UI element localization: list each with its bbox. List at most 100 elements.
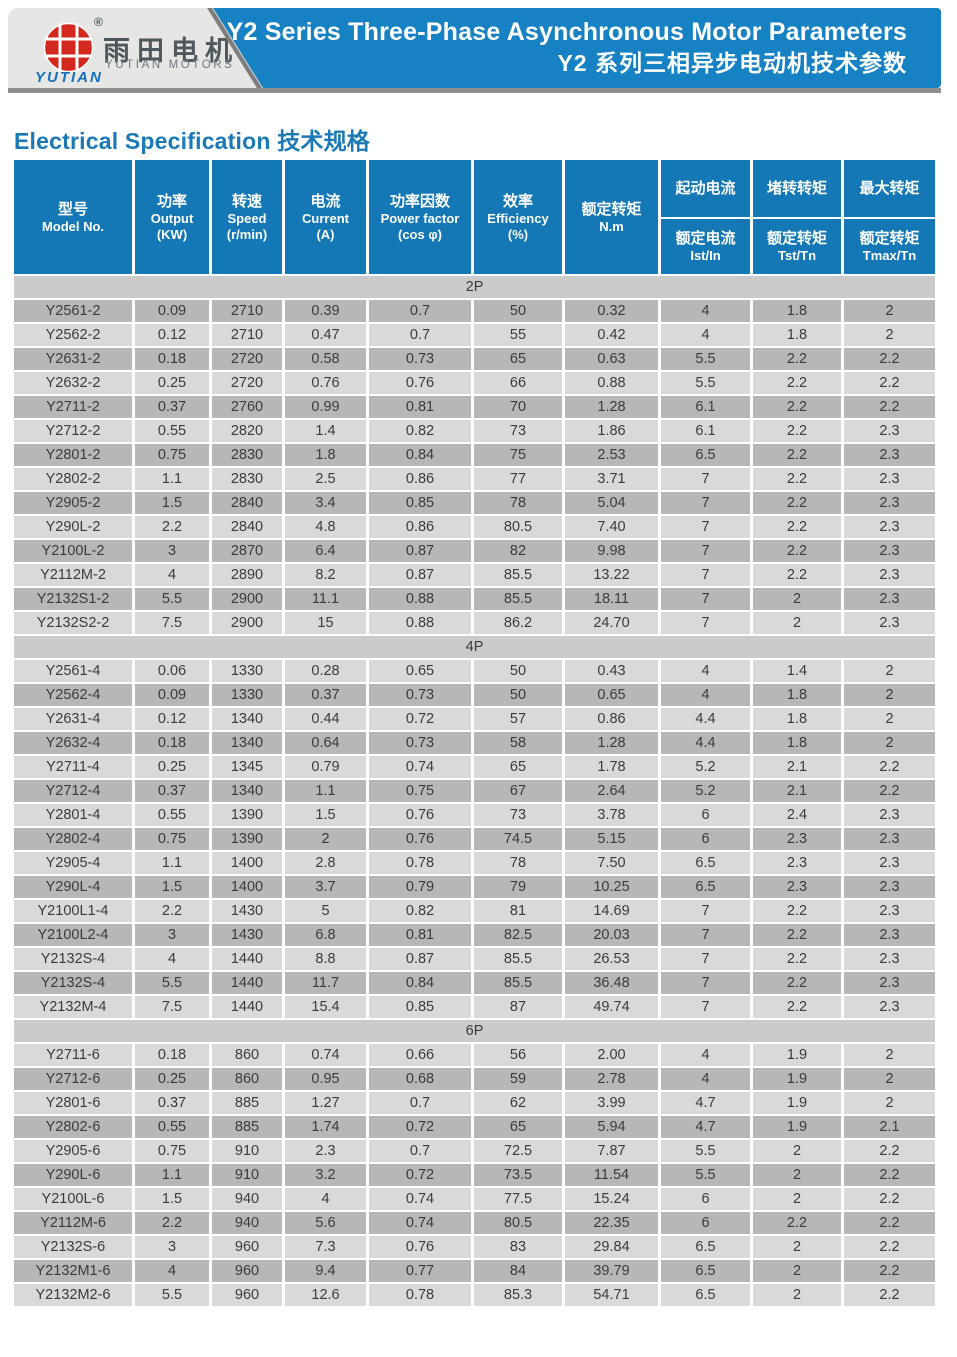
cell-power-factor: 0.74 (369, 1212, 471, 1234)
cell-tst-tn: 2.3 (753, 876, 841, 898)
cell-current: 3.7 (285, 876, 366, 898)
cell-tmax-tn: 2.3 (844, 612, 935, 634)
cell-speed: 2900 (212, 588, 282, 610)
cell-tmax-tn: 2.2 (844, 396, 935, 418)
cell-torque: 26.53 (565, 948, 658, 970)
table-row: Y2100L-6 1.5 940 4 0.74 77.5 15.24 6 2 2.2 (14, 1188, 935, 1210)
cell-power-factor: 0.7 (369, 300, 471, 322)
cell-output: 4 (135, 1260, 209, 1282)
cell-power-factor: 0.88 (369, 612, 471, 634)
cell-tmax-tn: 2.3 (844, 828, 935, 850)
cell-torque: 36.48 (565, 972, 658, 994)
cell-current: 12.6 (285, 1284, 366, 1306)
cell-tmax-tn: 2.3 (844, 588, 935, 610)
table-row: Y2132S-6 3 960 7.3 0.76 83 29.84 6.5 2 2.2 (14, 1236, 935, 1258)
cell-tst-tn: 1.9 (753, 1116, 841, 1138)
cell-tmax-tn: 2.2 (844, 1260, 935, 1282)
cell-output: 0.25 (135, 372, 209, 394)
cell-current: 1.74 (285, 1116, 366, 1138)
cell-ist-in: 6.5 (661, 876, 750, 898)
cell-tst-tn: 1.9 (753, 1044, 841, 1066)
cell-ist-in: 4 (661, 1068, 750, 1090)
cell-tmax-tn: 2 (844, 1044, 935, 1066)
cell-tmax-tn: 2.2 (844, 1284, 935, 1306)
cell-torque: 3.78 (565, 804, 658, 826)
cell-current: 4.8 (285, 516, 366, 538)
cell-tmax-tn: 2.2 (844, 1212, 935, 1234)
cell-tmax-tn: 2.2 (844, 1140, 935, 1162)
cell-current: 8.8 (285, 948, 366, 970)
cell-tmax-tn: 2.2 (844, 1164, 935, 1186)
cell-power-factor: 0.73 (369, 684, 471, 706)
cell-speed: 1440 (212, 948, 282, 970)
cell-power-factor: 0.74 (369, 1188, 471, 1210)
cell-speed: 1400 (212, 876, 282, 898)
cell-output: 2.2 (135, 1212, 209, 1234)
cell-torque: 0.43 (565, 660, 658, 682)
cell-current: 1.27 (285, 1092, 366, 1114)
cell-current: 0.99 (285, 396, 366, 418)
cell-tst-tn: 1.9 (753, 1068, 841, 1090)
cell-tst-tn: 2 (753, 1236, 841, 1258)
cell-torque: 5.15 (565, 828, 658, 850)
cell-model: Y2132S-6 (14, 1236, 132, 1258)
cell-tmax-tn: 2 (844, 1068, 935, 1090)
cell-current: 0.37 (285, 684, 366, 706)
cell-output: 0.09 (135, 300, 209, 322)
cell-torque: 49.74 (565, 996, 658, 1018)
cell-ist-in: 7 (661, 492, 750, 514)
cell-efficiency: 66 (474, 372, 562, 394)
cell-tst-tn: 2.2 (753, 900, 841, 922)
cell-torque: 0.88 (565, 372, 658, 394)
cell-output: 5.5 (135, 588, 209, 610)
cell-tmax-tn: 2.2 (844, 1236, 935, 1258)
cell-efficiency: 82 (474, 540, 562, 562)
cell-efficiency: 83 (474, 1236, 562, 1258)
cell-tst-tn: 2.2 (753, 516, 841, 538)
cell-current: 1.4 (285, 420, 366, 442)
table-row: Y2712-4 0.37 1340 1.1 0.75 67 2.64 5.2 2.1 2.2 (14, 780, 935, 802)
cell-output: 0.25 (135, 756, 209, 778)
cell-torque: 3.99 (565, 1092, 658, 1114)
cell-tst-tn: 2.3 (753, 828, 841, 850)
table-row: Y290L-2 2.2 2840 4.8 0.86 80.5 7.40 7 2.2 2.3 (14, 516, 935, 538)
cell-model: Y2100L-6 (14, 1188, 132, 1210)
cell-power-factor: 0.81 (369, 396, 471, 418)
table-row: Y2712-6 0.25 860 0.95 0.68 59 2.78 4 1.9 2 (14, 1068, 935, 1090)
cell-power-factor: 0.88 (369, 588, 471, 610)
cell-torque: 18.11 (565, 588, 658, 610)
cell-tst-tn: 2 (753, 588, 841, 610)
cell-model: Y2905-2 (14, 492, 132, 514)
cell-efficiency: 80.5 (474, 516, 562, 538)
table-row: Y2801-2 0.75 2830 1.8 0.84 75 2.53 6.5 2.2 2.3 (14, 444, 935, 466)
cell-model: Y2132S2-2 (14, 612, 132, 634)
table-row: Y2712-2 0.55 2820 1.4 0.82 73 1.86 6.1 2.2 2.3 (14, 420, 935, 442)
cell-power-factor: 0.87 (369, 540, 471, 562)
cell-current: 0.79 (285, 756, 366, 778)
cell-model: Y2905-4 (14, 852, 132, 874)
cell-tst-tn: 2.2 (753, 972, 841, 994)
cell-output: 4 (135, 564, 209, 586)
banner-shadow-bar (8, 88, 941, 93)
cell-tmax-tn: 2.3 (844, 972, 935, 994)
cell-efficiency: 73.5 (474, 1164, 562, 1186)
cell-speed: 1430 (212, 924, 282, 946)
cell-efficiency: 79 (474, 876, 562, 898)
cell-model: Y2132S-4 (14, 948, 132, 970)
cell-power-factor: 0.78 (369, 852, 471, 874)
cell-torque: 7.87 (565, 1140, 658, 1162)
cell-efficiency: 78 (474, 852, 562, 874)
col-header-current: 电流 Current (A) (285, 160, 366, 274)
col-header-efficiency: 效率 Efficiency (%) (474, 160, 562, 274)
section-band-row: 2P (14, 276, 935, 298)
cell-ist-in: 5.5 (661, 348, 750, 370)
table-row: Y290L-4 1.5 1400 3.7 0.79 79 10.25 6.5 2.3 2.3 (14, 876, 935, 898)
cell-output: 1.1 (135, 1164, 209, 1186)
cell-efficiency: 82.5 (474, 924, 562, 946)
cell-power-factor: 0.76 (369, 1236, 471, 1258)
cell-efficiency: 70 (474, 396, 562, 418)
cell-model: Y2712-4 (14, 780, 132, 802)
cell-ist-in: 4.7 (661, 1116, 750, 1138)
table-row: Y2132S2-2 7.5 2900 15 0.88 86.2 24.70 7 2 2.3 (14, 612, 935, 634)
